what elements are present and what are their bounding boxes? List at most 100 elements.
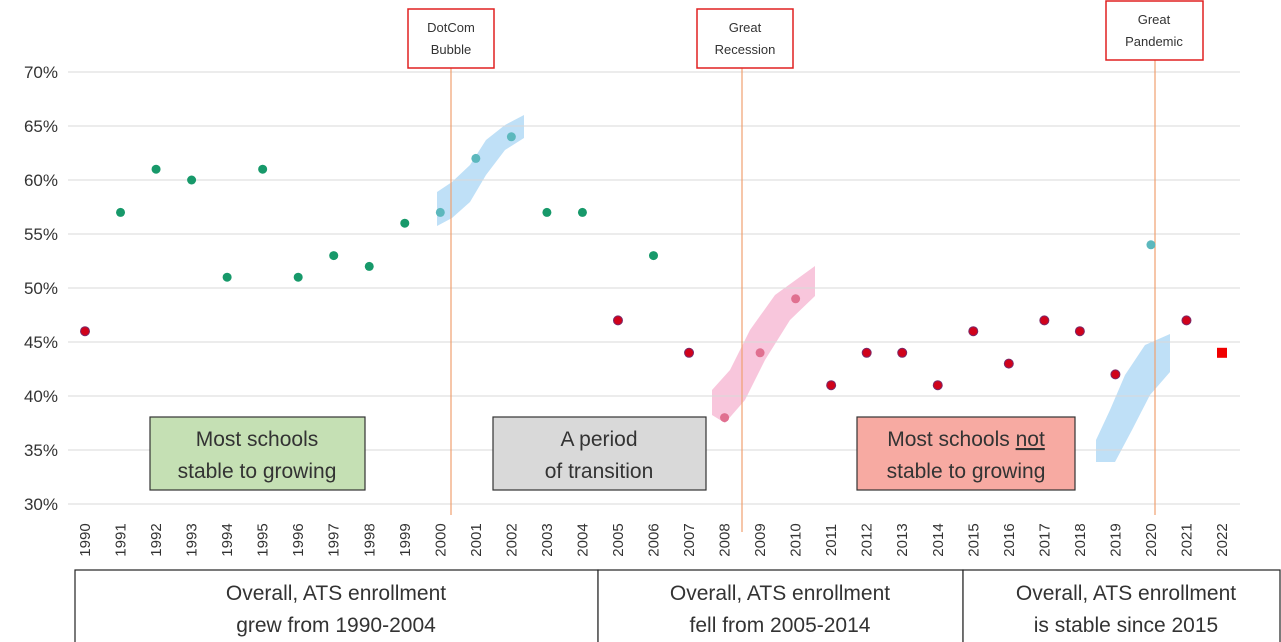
- event-label: DotCom: [427, 20, 475, 35]
- point: [542, 207, 552, 217]
- x-tick-label: 2008: [717, 523, 734, 556]
- point: [684, 347, 695, 358]
- event-label: Recession: [715, 42, 776, 57]
- point: [932, 380, 943, 391]
- point: [80, 326, 90, 337]
- y-tick-label: 55%: [24, 225, 58, 244]
- summary-box: [597, 569, 964, 642]
- x-tick-label: 2006: [646, 523, 663, 556]
- phase-label: Most schools not: [887, 428, 1045, 451]
- y-tick-label: 70%: [24, 63, 58, 82]
- y-tick-label: 35%: [24, 441, 58, 460]
- x-tick-label: 2014: [930, 523, 947, 556]
- point: [649, 251, 658, 261]
- x-tick-label: 1996: [290, 523, 307, 556]
- x-tick-label: 2001: [468, 523, 485, 556]
- x-tick-label: 2016: [1001, 523, 1018, 556]
- y-tick-label: 30%: [24, 495, 58, 514]
- points: [80, 132, 1227, 423]
- summary-labels: Overall, ATS enrollment grew from 1990-2…: [226, 582, 1236, 637]
- grid: 30% 35% 40% 45% 50% 55% 60% 65% 70% 1990 1991 1992 1…: [24, 63, 1240, 557]
- point: [1217, 347, 1227, 358]
- x-tick-label: 2004: [574, 523, 591, 556]
- phase-labels: Most schools stable to growing A period …: [178, 428, 1046, 483]
- phase-box: [492, 416, 707, 491]
- x-tick-label: 1990: [77, 523, 94, 556]
- point: [1110, 369, 1121, 380]
- point: [791, 294, 801, 304]
- point: [222, 272, 232, 282]
- point: [364, 261, 374, 271]
- event-label: Pandemic: [1125, 34, 1183, 49]
- x-tick-label: 1999: [397, 523, 414, 556]
- event-lines: [450, 60, 1156, 532]
- phase-label: stable to growing: [178, 460, 337, 483]
- x-tick-label: 2019: [1107, 523, 1124, 556]
- summary-box: [74, 569, 599, 642]
- x-tick-label: 1995: [255, 523, 272, 556]
- event-labels: DotCom Bubble Great Recession Great Pand…: [427, 12, 1183, 57]
- point: [435, 207, 445, 217]
- point: [720, 413, 730, 423]
- point: [612, 315, 623, 326]
- phase-label: Most schools: [196, 428, 319, 451]
- phase-label-part: not: [1016, 428, 1045, 451]
- point: [187, 175, 197, 185]
- y-tick-label: 45%: [24, 333, 58, 352]
- phase-box: [149, 416, 366, 491]
- summary-label: Overall, ATS enrollment: [670, 582, 890, 605]
- point: [400, 218, 410, 228]
- summary-label: Overall, ATS enrollment: [226, 582, 446, 605]
- point: [471, 153, 481, 163]
- point: [826, 380, 837, 391]
- point: [1181, 315, 1192, 326]
- point: [755, 348, 765, 358]
- phase-box: [856, 416, 1076, 491]
- y-tick-label: 50%: [24, 279, 58, 298]
- point: [1146, 240, 1156, 250]
- x-tick-label: 1994: [219, 523, 236, 556]
- band: [1096, 334, 1170, 462]
- band: [437, 115, 524, 226]
- event-box: [1105, 0, 1204, 61]
- event-label: Bubble: [431, 42, 471, 57]
- phase-boxes: [149, 416, 1076, 491]
- point: [897, 347, 908, 358]
- x-tick-label: 2021: [1178, 523, 1195, 556]
- x-tick-label: 2015: [965, 523, 982, 556]
- x-tick-label: 2002: [503, 523, 520, 556]
- point: [151, 164, 161, 174]
- y-tick-label: 65%: [24, 117, 58, 136]
- point: [861, 347, 872, 358]
- x-tick-label: 2020: [1143, 523, 1160, 556]
- point: [506, 132, 516, 142]
- x-tick-label: 2005: [610, 523, 627, 556]
- point: [1039, 315, 1050, 326]
- x-tick-label: 2013: [894, 523, 911, 556]
- x-tick-label: 2022: [1214, 523, 1231, 556]
- summary-label: Overall, ATS enrollment: [1016, 582, 1236, 605]
- summary-boxes: [74, 569, 1281, 642]
- x-tick-label: 2009: [752, 523, 769, 556]
- summary-box: [962, 569, 1281, 642]
- x-tick-label: 2018: [1072, 523, 1089, 556]
- point: [116, 207, 126, 217]
- point: [968, 326, 979, 337]
- highlight-bands: [437, 115, 1170, 462]
- point: [293, 272, 303, 282]
- band: [712, 266, 815, 423]
- event-box: [407, 8, 495, 69]
- summary-label: is stable since 2015: [1034, 614, 1218, 637]
- x-tick-label: 2012: [859, 523, 876, 556]
- x-tick-label: 1992: [148, 523, 165, 556]
- event-box: [696, 8, 794, 69]
- phase-label: A period: [560, 428, 637, 451]
- x-tick-label: 1997: [326, 523, 343, 556]
- x-tick-label: 2003: [539, 523, 556, 556]
- event-label: Great: [729, 20, 762, 35]
- point: [577, 207, 587, 217]
- phase-label: of transition: [545, 460, 654, 483]
- x-tick-label: 1993: [184, 523, 201, 556]
- point: [1074, 326, 1085, 337]
